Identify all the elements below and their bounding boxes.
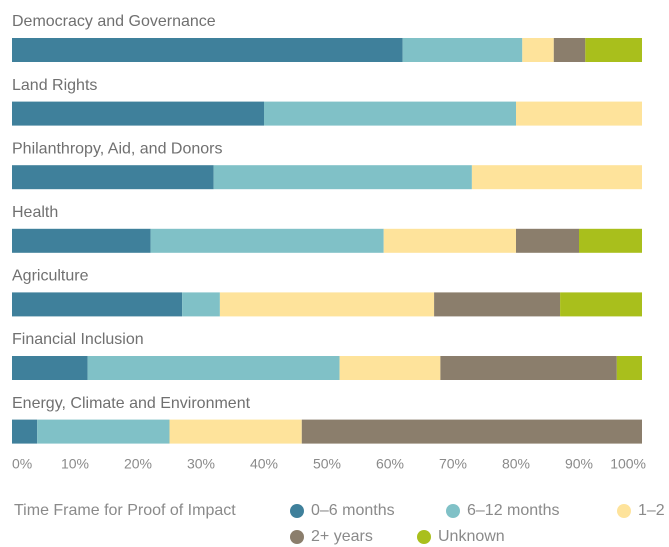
category-label: Health	[12, 204, 58, 221]
legend-marker	[417, 530, 431, 544]
bar-segment	[150, 228, 384, 253]
bar-segment	[471, 165, 642, 190]
legend-label: Unknown	[438, 528, 505, 545]
x-tick-label: 90%	[565, 456, 593, 472]
bar-segment	[516, 101, 642, 126]
bar-segment	[560, 292, 642, 317]
bar-segment	[87, 356, 340, 380]
legend-marker	[617, 504, 631, 518]
bar-segment	[12, 101, 264, 126]
bar-segment	[301, 419, 642, 444]
bar-segment	[12, 165, 214, 190]
bar-segment	[213, 165, 472, 190]
category-label: Philanthropy, Aid, and Donors	[12, 140, 223, 157]
category-label: Agriculture	[12, 268, 89, 285]
legend-marker	[446, 504, 460, 518]
category-label: Democracy and Governance	[12, 13, 216, 30]
bar-segment	[585, 38, 642, 62]
bar-segment	[522, 38, 554, 62]
bar-segment	[434, 292, 561, 317]
bar-segment	[516, 228, 579, 253]
category-label: Energy, Climate and Environment	[12, 395, 251, 412]
x-tick-label: 40%	[250, 456, 278, 472]
x-tick-label: 0%	[12, 456, 32, 472]
bar-segment	[616, 356, 642, 380]
category-label: Land Rights	[12, 77, 97, 94]
bar-segment	[12, 292, 183, 317]
bar-segment	[339, 356, 441, 380]
bar-segment	[12, 38, 403, 62]
legend-marker	[290, 504, 304, 518]
bar-segment	[37, 419, 170, 444]
bar-segment	[440, 356, 617, 380]
x-tick-label: 50%	[313, 456, 341, 472]
x-tick-label: 20%	[124, 456, 152, 472]
x-tick-label: 100%	[610, 456, 646, 472]
category-label: Financial Inclusion	[12, 331, 144, 348]
legend-title: Time Frame for Proof of Impact	[14, 502, 236, 519]
bar-segment	[12, 356, 88, 380]
x-tick-label: 10%	[61, 456, 89, 472]
bar-segment	[553, 38, 586, 62]
bar-segment	[219, 292, 435, 317]
bar-segment	[182, 292, 220, 317]
legend-label: 0–6 months	[311, 502, 395, 519]
bar-segment	[383, 228, 516, 253]
legend-label: 6–12 months	[467, 502, 560, 519]
x-tick-label: 60%	[376, 456, 404, 472]
bar-segment	[579, 228, 642, 253]
bar-segment	[169, 419, 302, 444]
legend-label: 1–2 years	[638, 502, 669, 519]
bar-segment	[402, 38, 523, 62]
legend-label: 2+ years	[311, 528, 373, 545]
x-tick-label: 80%	[502, 456, 530, 472]
bar-segment	[264, 101, 516, 126]
bar-segment	[12, 419, 38, 444]
x-tick-label: 30%	[187, 456, 215, 472]
legend-marker	[290, 530, 304, 544]
bar-segment	[12, 228, 151, 253]
x-tick-label: 70%	[439, 456, 467, 472]
